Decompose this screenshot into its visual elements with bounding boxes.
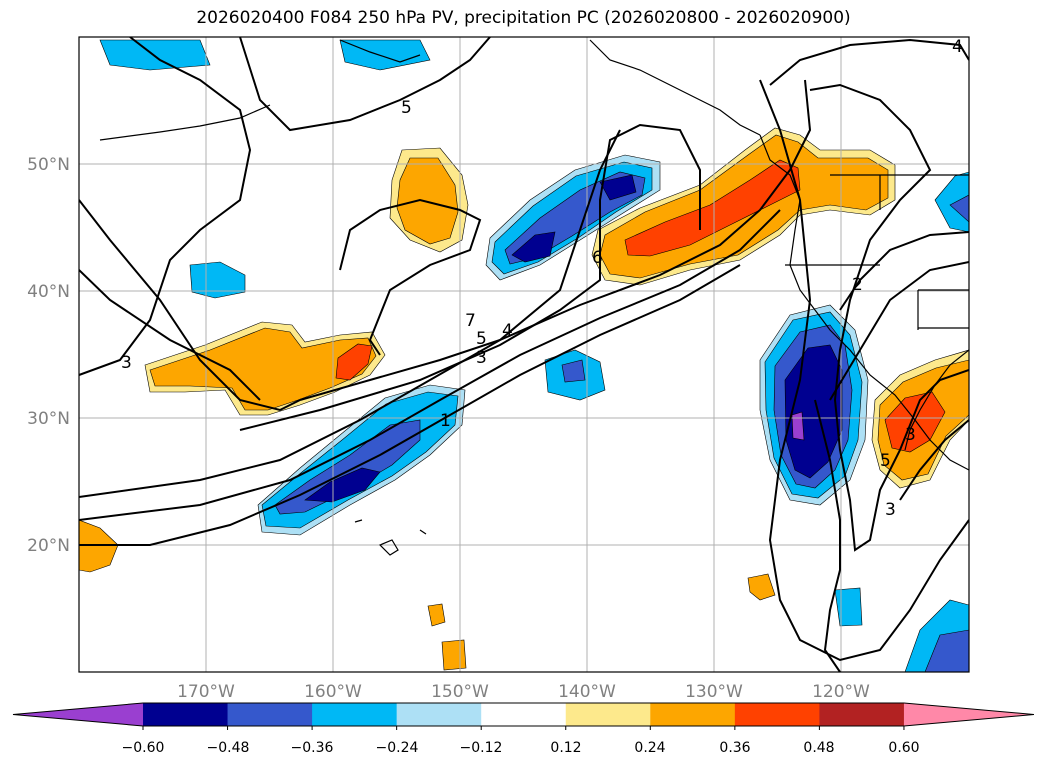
precip-positive-region xyxy=(427,603,446,627)
contour-label: 5 xyxy=(401,98,412,118)
lat-axis: 20°N 30°N 40°N 50°N xyxy=(27,155,70,556)
precip-negative-region xyxy=(561,359,586,383)
precip-positive-region xyxy=(747,573,776,601)
colorbar-swatch xyxy=(396,703,482,726)
lon-tick-label: 160°W xyxy=(304,682,362,702)
colorbar-swatch xyxy=(650,703,736,726)
lon-tick-label: 140°W xyxy=(558,682,616,702)
contour-label: 6 xyxy=(592,248,603,268)
lat-tick-label: 30°N xyxy=(27,409,70,429)
contour-label: 4 xyxy=(952,37,963,57)
chart-title: 2026020400 F084 250 hPa PV, precipitatio… xyxy=(196,8,851,28)
lon-tick-label: 130°W xyxy=(685,682,743,702)
colorbar-tick-label: −0.60 xyxy=(122,740,165,756)
lon-axis: 170°W 160°W 150°W 140°W 130°W 120°W xyxy=(177,682,870,702)
contour-label: 3 xyxy=(121,353,132,373)
colorbar-swatch xyxy=(565,703,651,726)
contour-label: 3 xyxy=(885,500,896,520)
contour-label: 4 xyxy=(502,321,513,341)
colorbar-tick-label: 0.60 xyxy=(888,740,919,756)
contour-label: 2 xyxy=(852,275,863,295)
colorbar-swatch xyxy=(819,703,905,726)
precip-positive-region xyxy=(149,327,377,411)
lat-tick-label: 40°N xyxy=(27,282,70,302)
colorbar-ticks: −0.60 −0.48 −0.36 −0.24 −0.12 0.12 0.24 … xyxy=(122,740,920,756)
colorbar-tick-label: 0.48 xyxy=(803,740,834,756)
colorbar-extend-high xyxy=(903,703,1034,726)
precip-negative-region xyxy=(511,174,637,263)
colorbar-tick-label: −0.48 xyxy=(207,740,250,756)
precip-positive-region xyxy=(335,343,373,381)
colorbar-tick-label: −0.12 xyxy=(460,740,503,756)
precip-positive-region xyxy=(884,391,946,453)
colorbar-swatch xyxy=(312,703,398,726)
lon-tick-label: 170°W xyxy=(177,682,235,702)
precip-positive-region xyxy=(624,159,801,257)
pv-contour-labels: 5 7 5 4 3 1 3 2 3 3 5 6 4 xyxy=(121,37,963,520)
colorbar-tick-label: −0.24 xyxy=(376,740,419,756)
colorbar-swatch xyxy=(481,703,567,726)
colorbar-tick-label: 0.24 xyxy=(634,740,665,756)
colorbar-swatch xyxy=(227,703,313,726)
precip-negative-region xyxy=(189,261,246,299)
precip-positive-region xyxy=(441,639,467,671)
precip-shading xyxy=(79,39,969,672)
lat-tick-label: 50°N xyxy=(27,155,70,175)
contour-label: 5 xyxy=(476,329,487,349)
colorbar-extend-low xyxy=(13,703,143,726)
colorbar-tick-label: −0.36 xyxy=(291,740,334,756)
precip-negative-region xyxy=(924,629,969,672)
colorbar-swatch xyxy=(734,703,820,726)
contour-label: 3 xyxy=(905,425,916,445)
pv-contours xyxy=(79,37,969,672)
colorbar xyxy=(12,702,1034,730)
contour-label: 1 xyxy=(440,411,451,431)
contour-label: 3 xyxy=(476,348,487,368)
contour-label: 7 xyxy=(465,311,476,331)
precip-negative-region xyxy=(339,39,431,71)
precip-negative-region xyxy=(791,411,805,441)
precip-negative-region xyxy=(834,587,863,627)
lon-tick-label: 120°W xyxy=(812,682,870,702)
coastlines xyxy=(99,39,969,556)
lon-tick-label: 150°W xyxy=(431,682,489,702)
precip-negative-region xyxy=(274,419,421,515)
lat-tick-label: 20°N xyxy=(27,536,70,556)
colorbar-tick-label: 0.36 xyxy=(719,740,750,756)
contour-label: 5 xyxy=(880,451,891,471)
map-frame xyxy=(78,36,970,673)
precip-negative-region xyxy=(304,467,381,503)
colorbar-tick-label: 0.12 xyxy=(550,740,581,756)
precip-negative-region xyxy=(949,194,969,223)
colorbar-swatch xyxy=(143,703,229,726)
precip-negative-region xyxy=(934,171,969,233)
